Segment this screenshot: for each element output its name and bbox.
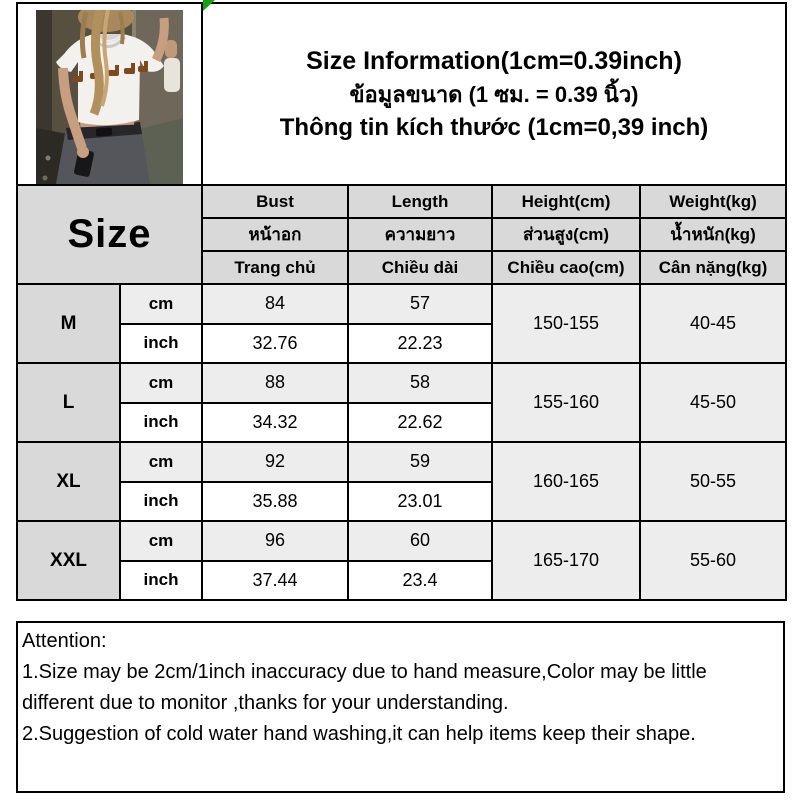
- bust-inch-m: 32.76: [201, 322, 349, 364]
- size-table: Size Information(1cm=0.39inch) ข้อมูลขนา…: [16, 2, 788, 601]
- col-header-height-vi: Chiều cao(cm): [491, 250, 641, 285]
- length-inch-xxl: 23.4: [347, 559, 493, 601]
- col-header-length-en: Length: [347, 184, 493, 219]
- green-flag-icon: [203, 0, 215, 11]
- unit-label-inch: inch: [119, 322, 203, 364]
- height-m: 150-155: [491, 283, 641, 364]
- model-selfie-photo: [36, 9, 183, 183]
- title-english: Size Information(1cm=0.39inch): [306, 46, 682, 75]
- col-header-height-en: Height(cm): [491, 184, 641, 219]
- col-header-height-th: ส่วนสูง(cm): [491, 217, 641, 252]
- bust-cm-l: 88: [201, 362, 349, 404]
- length-cm-m: 57: [347, 283, 493, 325]
- attention-note-1: 1.Size may be 2cm/1inch inaccuracy due t…: [22, 661, 707, 714]
- size-label-m: M: [16, 283, 121, 364]
- weight-xl: 50-55: [638, 441, 788, 522]
- bust-cm-xxl: 96: [201, 520, 349, 562]
- attention-box: Attention: 1.Size may be 2cm/1inch inacc…: [16, 621, 785, 793]
- size-label-l: L: [16, 362, 121, 443]
- unit-label-cm: cm: [119, 441, 203, 483]
- unit-label-inch: inch: [119, 480, 203, 522]
- unit-label-cm: cm: [119, 362, 203, 404]
- weight-l: 45-50: [638, 362, 788, 443]
- weight-xxl: 55-60: [638, 520, 788, 601]
- col-header-bust-th: หน้าอก: [201, 217, 349, 252]
- bust-cm-m: 84: [201, 283, 349, 325]
- col-header-length-th: ความยาว: [347, 217, 493, 252]
- attention-note-2: 2.Suggestion of cold water hand washing,…: [22, 723, 696, 745]
- attention-heading: Attention:: [22, 630, 107, 652]
- bust-inch-xl: 35.88: [201, 480, 349, 522]
- product-photo: [19, 5, 200, 183]
- size-label-xl: XL: [16, 441, 121, 522]
- length-cm-xl: 59: [347, 441, 493, 483]
- bust-cm-xl: 92: [201, 441, 349, 483]
- col-header-bust-vi: Trang chủ: [201, 250, 349, 285]
- length-inch-l: 22.62: [347, 401, 493, 443]
- col-header-weight-vi: Cân nặng(kg): [638, 250, 788, 285]
- length-cm-l: 58: [347, 362, 493, 404]
- col-header-weight-en: Weight(kg): [638, 184, 788, 219]
- weight-m: 40-45: [638, 283, 788, 364]
- unit-label-cm: cm: [119, 283, 203, 325]
- product-photo-cell: [16, 2, 203, 186]
- height-xxl: 165-170: [491, 520, 641, 601]
- col-header-length-vi: Chiều dài: [347, 250, 493, 285]
- bust-inch-l: 34.32: [201, 401, 349, 443]
- title-block: Size Information(1cm=0.39inch) ข้อมูลขนา…: [200, 2, 788, 186]
- bust-inch-xxl: 37.44: [201, 559, 349, 601]
- unit-label-cm: cm: [119, 520, 203, 562]
- length-cm-xxl: 60: [347, 520, 493, 562]
- title-vietnamese: Thông tin kích thước (1cm=0,39 inch): [279, 113, 709, 141]
- title-thai: ข้อมูลขนาด (1 ซม. = 0.39 นิ้ว): [349, 81, 639, 107]
- height-l: 155-160: [491, 362, 641, 443]
- height-xl: 160-165: [491, 441, 641, 522]
- size-label-xxl: XXL: [16, 520, 121, 601]
- unit-label-inch: inch: [119, 401, 203, 443]
- col-header-bust-en: Bust: [201, 184, 349, 219]
- length-inch-m: 22.23: [347, 322, 493, 364]
- unit-label-inch: inch: [119, 559, 203, 601]
- size-header: Size: [16, 184, 203, 285]
- length-inch-xl: 23.01: [347, 480, 493, 522]
- col-header-weight-th: น้ำหนัก(kg): [638, 217, 788, 252]
